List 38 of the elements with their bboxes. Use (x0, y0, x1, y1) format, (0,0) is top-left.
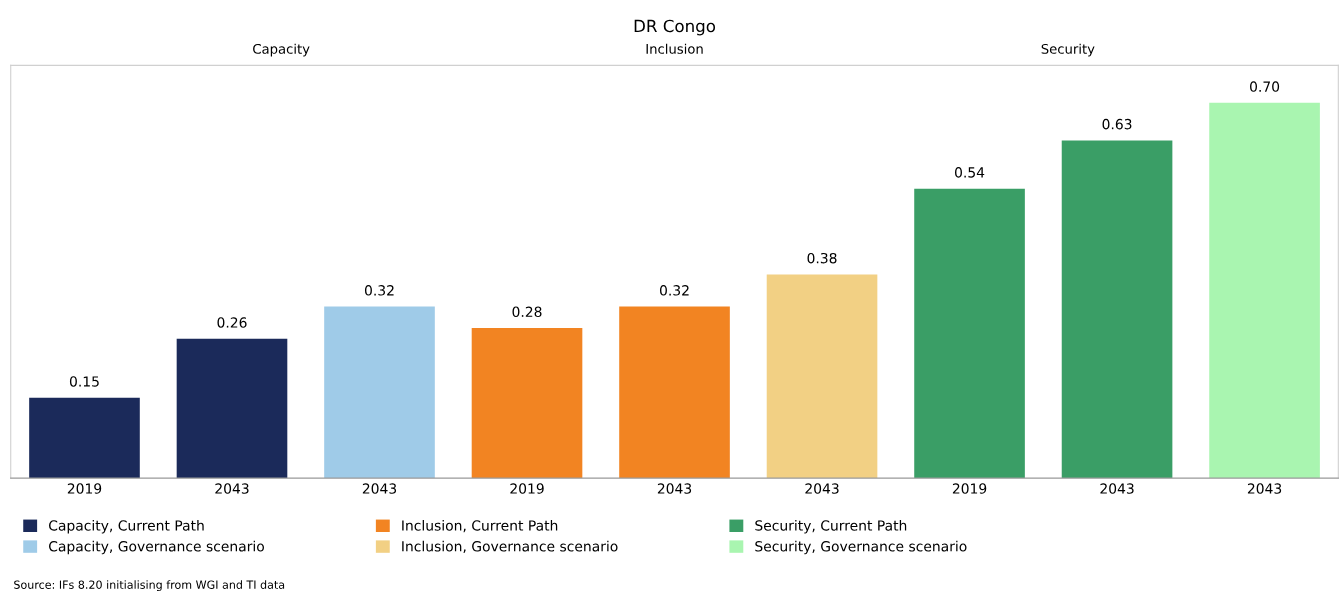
x-tick-label: 2043 (215, 483, 249, 494)
data-label: 0.63 (1102, 118, 1132, 130)
data-label: 0.28 (512, 306, 542, 318)
data-label: 0.32 (364, 285, 394, 296)
bar (1061, 140, 1173, 479)
data-label: 0.54 (955, 167, 985, 178)
x-tick-label: 2043 (1247, 483, 1282, 494)
legend-label: Capacity, Current Path (49, 519, 204, 534)
bar (324, 306, 435, 479)
text: Capacity (253, 43, 310, 57)
x-tick-label: 2019 (67, 483, 102, 494)
data-label: 0.26 (217, 317, 247, 328)
legend-label: Security, Current Path (755, 519, 907, 534)
legend-label: Capacity, Governance scenario (49, 540, 264, 555)
x-tick-label: 2043 (805, 483, 839, 494)
x-tick-label: 2019 (952, 483, 987, 494)
text: Security (1041, 43, 1095, 57)
data-label: 0.70 (1250, 81, 1280, 92)
x-tick-label: 2043 (1100, 483, 1134, 494)
bar (914, 188, 1025, 479)
bar (471, 328, 583, 479)
legend-label: Inclusion, Governance scenario (402, 540, 618, 553)
bar (29, 397, 140, 479)
data-label: 0.38 (807, 252, 837, 264)
bar (619, 306, 730, 479)
data-label: 0.32 (659, 285, 689, 296)
legend-label: Security, Governance scenario (755, 540, 967, 555)
data-label: 0.15 (69, 376, 99, 387)
bar (176, 338, 288, 479)
bar (1209, 102, 1320, 479)
source-note: Source: IFs 8.20 initialising from WGI and TI data (14, 580, 285, 592)
x-tick-label: 2043 (657, 483, 692, 494)
text: Inclusion (646, 43, 703, 54)
chart-title: DR Congo (634, 19, 716, 36)
bar (766, 274, 878, 479)
x-tick-label: 2043 (362, 483, 397, 494)
x-tick-label: 2019 (510, 483, 544, 494)
legend-label: Inclusion, Current Path (402, 519, 558, 533)
